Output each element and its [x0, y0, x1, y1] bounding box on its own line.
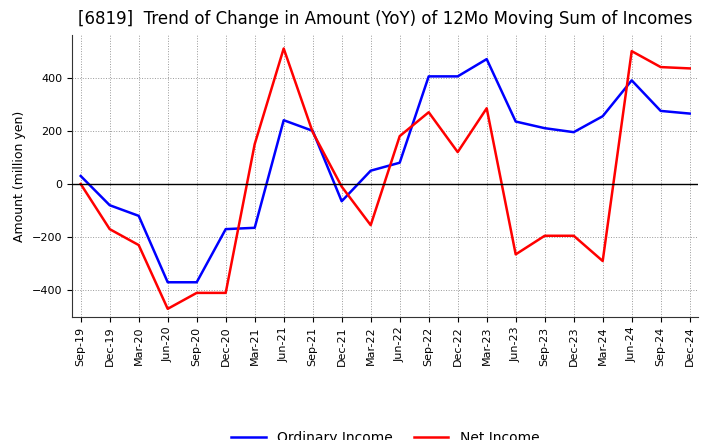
Net Income: [192, 290, 201, 296]
Ordinary Income: [366, 168, 375, 173]
Net Income: [163, 306, 172, 312]
Net Income: [454, 150, 462, 155]
Net Income: [511, 252, 520, 257]
Y-axis label: Amount (million yen): Amount (million yen): [13, 110, 26, 242]
Ordinary Income: [279, 117, 288, 123]
Ordinary Income: [76, 173, 85, 179]
Net Income: [135, 242, 143, 248]
Ordinary Income: [163, 280, 172, 285]
Net Income: [105, 227, 114, 232]
Ordinary Income: [598, 114, 607, 119]
Net Income: [598, 258, 607, 264]
Ordinary Income: [541, 125, 549, 131]
Ordinary Income: [627, 78, 636, 83]
Net Income: [657, 64, 665, 70]
Ordinary Income: [308, 128, 317, 133]
Ordinary Income: [454, 74, 462, 79]
Title: [6819]  Trend of Change in Amount (YoY) of 12Mo Moving Sum of Incomes: [6819] Trend of Change in Amount (YoY) o…: [78, 10, 693, 28]
Net Income: [366, 223, 375, 228]
Net Income: [221, 290, 230, 296]
Net Income: [308, 129, 317, 135]
Ordinary Income: [685, 111, 694, 116]
Net Income: [570, 233, 578, 238]
Line: Ordinary Income: Ordinary Income: [81, 59, 690, 282]
Ordinary Income: [192, 280, 201, 285]
Ordinary Income: [570, 129, 578, 135]
Net Income: [76, 181, 85, 187]
Ordinary Income: [511, 119, 520, 124]
Net Income: [424, 110, 433, 115]
Ordinary Income: [105, 202, 114, 208]
Ordinary Income: [482, 56, 491, 62]
Net Income: [482, 106, 491, 111]
Legend: Ordinary Income, Net Income: Ordinary Income, Net Income: [225, 425, 545, 440]
Net Income: [338, 184, 346, 189]
Ordinary Income: [251, 225, 259, 231]
Net Income: [279, 46, 288, 51]
Ordinary Income: [338, 198, 346, 204]
Net Income: [685, 66, 694, 71]
Ordinary Income: [135, 213, 143, 219]
Net Income: [627, 48, 636, 54]
Net Income: [541, 233, 549, 238]
Line: Net Income: Net Income: [81, 48, 690, 309]
Net Income: [251, 142, 259, 147]
Ordinary Income: [221, 227, 230, 232]
Ordinary Income: [657, 108, 665, 114]
Ordinary Income: [395, 160, 404, 165]
Ordinary Income: [424, 74, 433, 79]
Net Income: [395, 133, 404, 139]
